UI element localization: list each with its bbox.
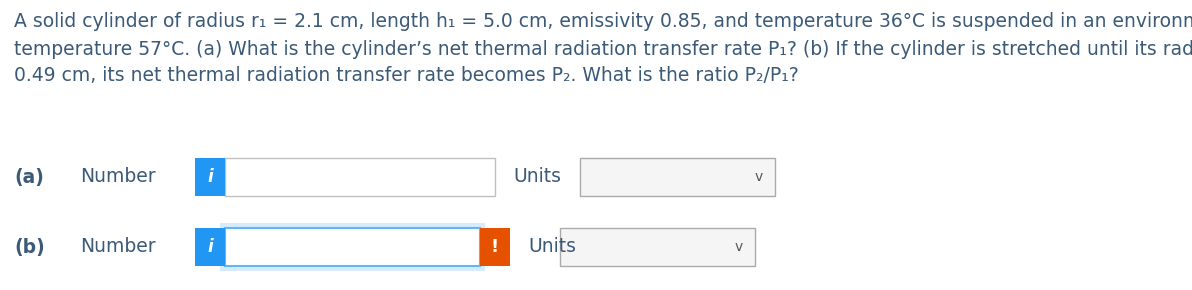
Text: A solid cylinder of radius r₁ = 2.1 cm, length h₁ = 5.0 cm, emissivity 0.85, and: A solid cylinder of radius r₁ = 2.1 cm, … xyxy=(14,12,1192,31)
Text: (a): (a) xyxy=(14,168,44,186)
Bar xyxy=(560,228,755,266)
Bar xyxy=(225,228,480,266)
Text: Number: Number xyxy=(80,238,156,256)
Text: Units: Units xyxy=(513,168,561,186)
Bar xyxy=(195,158,225,196)
Text: temperature 57°C. (a) What is the cylinder’s net thermal radiation transfer rate: temperature 57°C. (a) What is the cylind… xyxy=(14,40,1192,59)
Bar xyxy=(480,228,510,266)
Text: 0.49 cm, its net thermal radiation transfer rate becomes P₂. What is the ratio P: 0.49 cm, its net thermal radiation trans… xyxy=(14,66,799,85)
Text: v: v xyxy=(735,240,743,254)
Bar xyxy=(221,223,485,271)
Text: i: i xyxy=(207,238,213,256)
Text: v: v xyxy=(755,170,763,184)
Text: Units: Units xyxy=(528,238,576,256)
Text: i: i xyxy=(207,168,213,186)
Text: Number: Number xyxy=(80,168,156,186)
Bar xyxy=(195,228,225,266)
Text: (b): (b) xyxy=(14,238,45,256)
Text: !: ! xyxy=(491,238,499,256)
Bar xyxy=(581,158,775,196)
Bar xyxy=(225,158,495,196)
